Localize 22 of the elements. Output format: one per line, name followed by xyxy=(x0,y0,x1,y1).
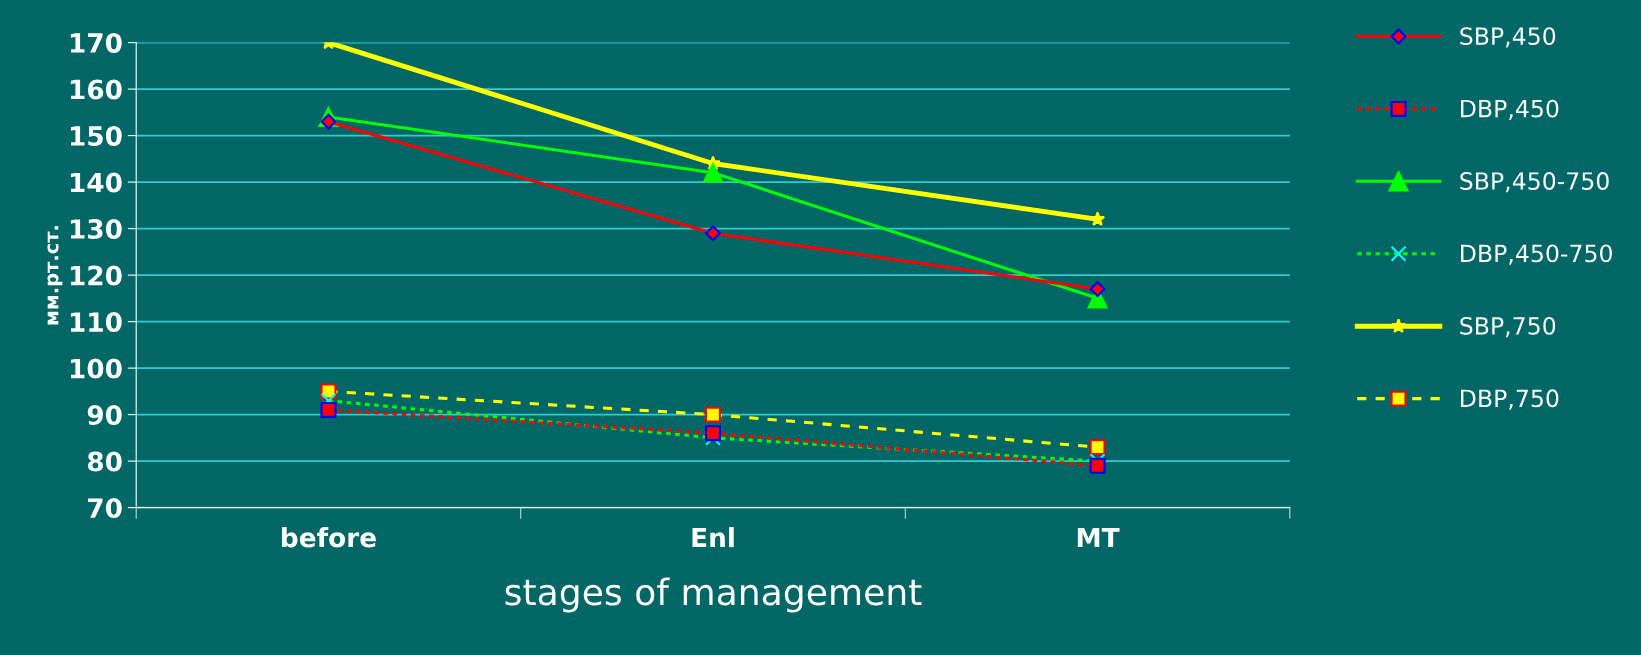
y-tick-label: 130 xyxy=(70,219,122,239)
x-tick-label: before xyxy=(282,527,376,548)
legend-label: SBP,450-750 xyxy=(1460,172,1609,193)
x-axis-title: stages of management xyxy=(505,577,922,613)
y-tick-label: 150 xyxy=(70,126,122,146)
y-tick-label: 80 xyxy=(87,451,122,472)
y-tick-label: 120 xyxy=(70,265,122,286)
y-tick-label: 160 xyxy=(70,79,122,100)
y-tick-label: 110 xyxy=(70,312,122,333)
y-tick-label: 170 xyxy=(70,33,122,53)
y-tick-label: 70 xyxy=(88,498,122,519)
legend-label: SBP,450 xyxy=(1460,27,1556,48)
legend-label: SBP,750 xyxy=(1460,316,1556,338)
y-tick-label: 90 xyxy=(87,405,122,426)
y-tick-label: 140 xyxy=(70,172,122,193)
legend-label: DBP,450 xyxy=(1461,99,1559,120)
x-tick-label: Enl xyxy=(692,527,734,548)
legend-label: DBP,750 xyxy=(1461,389,1559,410)
y-tick-label: 100 xyxy=(70,358,122,379)
legend-label: DBP,450-750 xyxy=(1461,244,1612,265)
x-tick-label: MT xyxy=(1077,527,1120,548)
y-axis-title: мм.рт.ст. xyxy=(47,226,63,325)
